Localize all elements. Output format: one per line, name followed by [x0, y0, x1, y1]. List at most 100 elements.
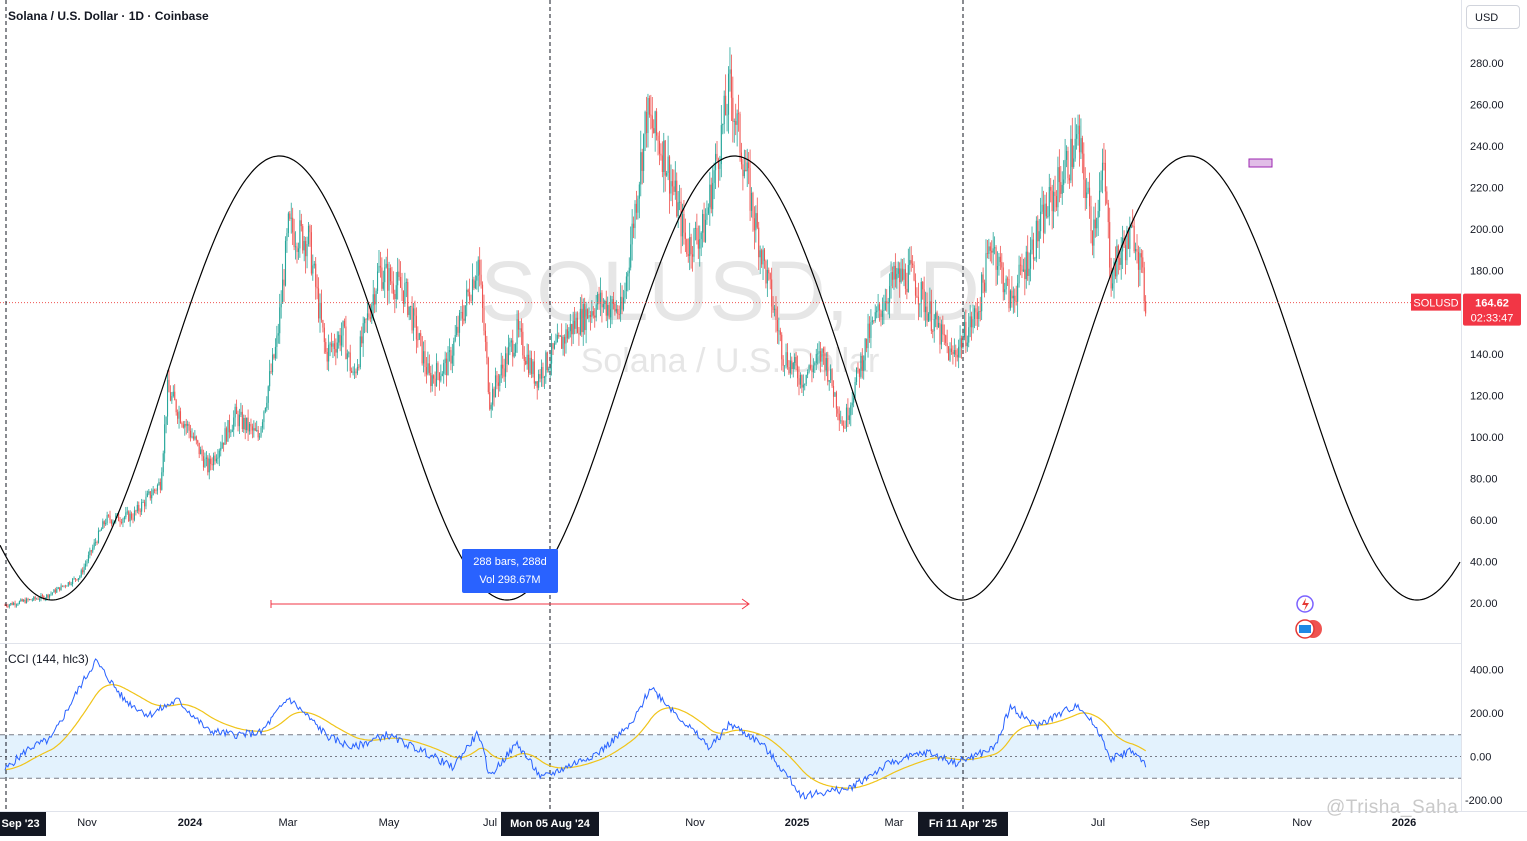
candle-body — [238, 414, 241, 427]
candle-body — [834, 392, 836, 397]
candle-body — [296, 246, 298, 252]
candle-body — [1014, 295, 1016, 302]
candle-body — [361, 336, 363, 344]
candle-body — [378, 265, 380, 272]
candle-body — [174, 391, 176, 401]
candle-body — [481, 284, 484, 308]
candle-body — [896, 273, 898, 280]
candle-body — [108, 515, 110, 516]
candle-body — [814, 362, 816, 366]
candle-body — [745, 169, 747, 172]
candle-body — [752, 192, 754, 219]
candle-body — [749, 168, 751, 211]
price-tick-label: 120.00 — [1470, 390, 1504, 402]
candle-body — [943, 334, 945, 336]
candle-body — [605, 300, 607, 316]
candle-body — [762, 249, 764, 265]
candle-body — [444, 358, 446, 364]
candle-body — [335, 349, 337, 353]
candle-body — [151, 495, 153, 499]
credit-watermark: @Trisha_Saha — [1326, 797, 1459, 818]
candle-body — [63, 585, 65, 587]
candle-body — [910, 260, 912, 264]
candle-body — [548, 368, 550, 371]
candle-body — [316, 286, 318, 289]
candle-body — [566, 329, 568, 339]
candle-body — [120, 521, 123, 523]
crosshair-time-label-box — [501, 812, 599, 836]
candle-body — [907, 265, 909, 293]
candle-body — [411, 306, 413, 331]
candle-body — [100, 528, 102, 531]
candle-body — [1103, 162, 1105, 164]
candle-body — [893, 265, 895, 280]
candle-body — [1007, 278, 1009, 280]
candle-body — [70, 583, 72, 585]
candle-body — [395, 285, 397, 300]
candle-body — [13, 602, 15, 605]
candle-body — [476, 275, 478, 281]
candle-body — [870, 322, 872, 338]
candle-body — [881, 310, 883, 317]
candle-body — [831, 369, 833, 387]
candle-body — [519, 328, 521, 330]
candle-body — [119, 521, 121, 522]
candle-body — [93, 542, 95, 548]
candle-body — [313, 263, 315, 266]
candle-body — [1094, 219, 1096, 229]
candle-body — [61, 585, 64, 587]
candle-body — [131, 513, 133, 519]
candle-body — [633, 223, 635, 229]
cci-indicator-label[interactable]: CCI (144, hlc3) — [8, 652, 89, 666]
candle-body — [320, 302, 322, 321]
candle-body — [1100, 180, 1102, 191]
symbol-title[interactable]: Solana / U.S. Dollar · 1D · Coinbase — [8, 9, 209, 23]
candle-body — [247, 417, 249, 432]
candle-body — [912, 263, 914, 266]
candle-body — [195, 436, 197, 441]
candle-body — [126, 511, 128, 513]
candle-body — [1129, 228, 1131, 249]
candle-body — [293, 232, 295, 248]
candle-body — [431, 375, 433, 387]
candle-body — [517, 319, 520, 330]
candle-body — [858, 368, 860, 377]
candle-body — [763, 249, 766, 261]
candle-body — [204, 458, 206, 468]
candle-body — [1011, 290, 1013, 299]
candle-body — [228, 420, 230, 433]
candle-body — [1045, 203, 1047, 217]
candle-body — [854, 382, 856, 399]
candle-body — [654, 111, 656, 134]
description-watermark: Solana / U.S. Dollar — [581, 342, 880, 380]
candle-body — [365, 318, 367, 320]
candle-body — [1035, 220, 1037, 259]
currency-button[interactable]: USD — [1466, 5, 1520, 29]
candle-body — [381, 267, 383, 289]
candle-body — [136, 504, 138, 512]
candle-body — [761, 250, 763, 265]
candle-body — [325, 342, 327, 352]
candle-body — [1064, 159, 1066, 180]
candle-body — [106, 515, 108, 523]
candle-body — [154, 489, 156, 491]
candle-body — [569, 324, 571, 332]
candle-body — [139, 510, 141, 512]
candle-body — [594, 315, 596, 318]
candle-body — [27, 598, 29, 600]
candle-body — [1027, 251, 1029, 276]
candle-body — [602, 304, 604, 308]
candle-body — [732, 97, 734, 122]
candle-body — [953, 350, 955, 355]
candle-body — [769, 273, 771, 280]
candle-body — [902, 268, 904, 280]
candle-body — [645, 111, 648, 134]
cci-ma-line — [5, 684, 1147, 789]
candle-body — [663, 140, 665, 172]
candle-body — [723, 95, 725, 125]
candle-body — [1117, 245, 1119, 259]
sine-cycle-group — [0, 155, 1461, 601]
candle-body — [640, 152, 642, 185]
